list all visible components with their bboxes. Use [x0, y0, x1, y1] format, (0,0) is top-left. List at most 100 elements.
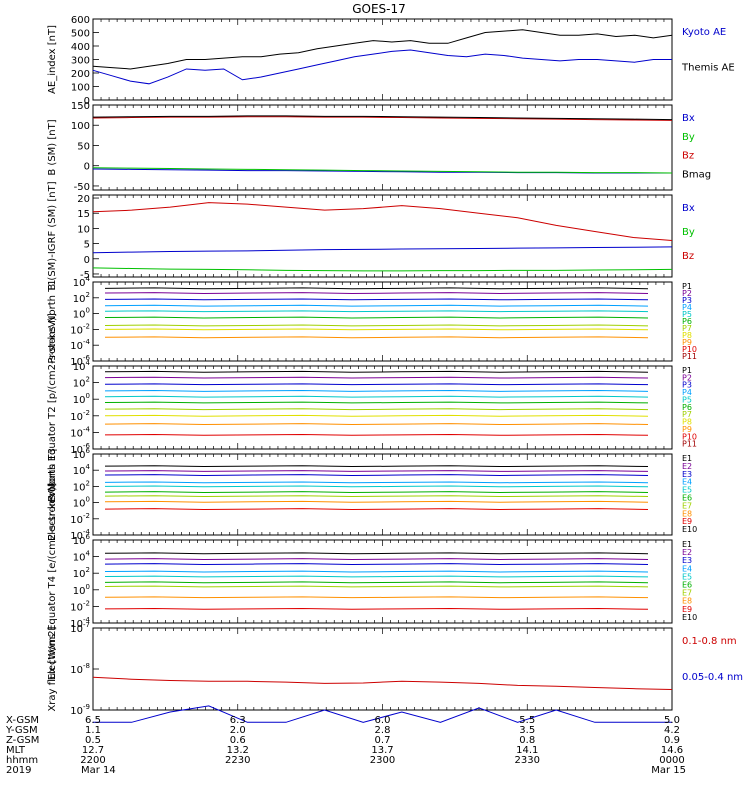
y-tick-label: 150: [71, 101, 90, 112]
y-axis-label: AE_index [nT]: [47, 25, 58, 94]
series-line-e2: [104, 558, 649, 561]
x-axis-value: 6.0: [375, 715, 391, 726]
legend-p7: P7: [682, 410, 692, 419]
y-tick-label: 400: [71, 42, 90, 53]
y-tick-label: 10-8: [70, 662, 90, 676]
y-tick-label: 500: [71, 29, 90, 40]
panel-frame: [92, 627, 673, 711]
series-line-p7: [104, 408, 649, 411]
x-axis-value: 2330: [515, 755, 540, 766]
y-tick-label: 0: [84, 96, 90, 107]
series-line-p2: [104, 292, 649, 294]
x-axis-value: 4.2: [664, 725, 680, 736]
legend-e8: E8: [682, 509, 692, 518]
legend-p4: P4: [682, 388, 692, 397]
series-line-0-1-0-8-nm: [92, 676, 673, 690]
panel-6: 10-4 10-2 100 102 104 106 Electrons North T3 E1…: [47, 447, 697, 542]
y-tick-label: 10-2: [70, 599, 90, 613]
y-tick-label: 102: [73, 376, 90, 390]
y-axis-label: Electrons Equator T4 [e/(cm2-s-sr-keV)]: [47, 483, 58, 680]
series-line-bz: [92, 116, 673, 121]
x-axis-value: 2200: [80, 755, 105, 766]
y-tick-label: 10-6: [70, 354, 90, 368]
panel-frame: [92, 365, 673, 450]
x-axis-value: 2300: [370, 755, 395, 766]
legend-p2: P2: [682, 289, 692, 298]
x-row-label: 2019: [6, 765, 31, 776]
y-tick-label: 20: [77, 194, 90, 205]
y-tick-label: 10-7: [70, 621, 90, 635]
legend-p9: P9: [682, 425, 692, 434]
legend-p10: P10: [682, 345, 697, 354]
x-axis-value: 0.8: [519, 735, 535, 746]
y-tick-label: 102: [73, 291, 90, 305]
series-line-by: [92, 267, 673, 272]
legend-e2: E2: [682, 548, 692, 557]
legend-p5: P5: [682, 395, 692, 404]
legend-p3: P3: [682, 381, 692, 390]
series-line-e7: [104, 585, 649, 588]
y-tick-label: 100: [71, 121, 90, 132]
legend-p11: P11: [682, 352, 697, 361]
y-tick-label: 0: [84, 162, 90, 173]
x-axis-value: 12.7: [82, 745, 104, 756]
y-tick-label: 106: [73, 447, 91, 461]
y-tick-label: 104: [73, 463, 91, 477]
legend-themis-ae: Themis AE: [681, 63, 735, 74]
series-line-e9: [104, 607, 649, 610]
legend-e7: E7: [682, 589, 692, 598]
legend-e4: E4: [682, 478, 692, 487]
series-line-e3: [104, 474, 649, 476]
x-axis-value: 2.0: [230, 725, 246, 736]
series-line-themis-ae: [92, 29, 673, 70]
series-line-e5: [104, 485, 649, 488]
y-tick-label: 10-6: [70, 442, 90, 456]
legend-p8: P8: [682, 331, 692, 340]
legend-p4: P4: [682, 303, 692, 312]
x-axis-value: 5.0: [664, 715, 680, 726]
series-line-p6: [104, 401, 649, 404]
series-line-e9: [104, 508, 649, 510]
legend-p7: P7: [682, 324, 692, 333]
series-line-p2: [104, 376, 649, 379]
legend-p10: P10: [682, 432, 697, 441]
y-tick-label: 50: [77, 141, 90, 152]
series-line-kyoto-ae: [92, 49, 672, 85]
legend-e4: E4: [682, 564, 692, 573]
legend-bmag: Bmag: [682, 169, 711, 180]
series-line-e6: [104, 491, 649, 493]
y-tick-label: 104: [73, 359, 91, 373]
series-line-e7: [104, 495, 649, 498]
series-line-e1: [104, 552, 649, 555]
y-tick-label: 100: [71, 83, 90, 94]
series-line-e6: [104, 581, 649, 584]
y-tick-label: 15: [77, 209, 90, 220]
legend-e10: E10: [682, 525, 697, 534]
x-axis-value: 13.7: [371, 745, 393, 756]
legend-p6: P6: [682, 403, 692, 412]
legend-e1: E1: [682, 540, 692, 549]
series-line-p4: [104, 304, 649, 307]
y-tick-label: 104: [73, 275, 91, 289]
series-line-e4: [104, 481, 649, 484]
series-line-p7: [104, 324, 649, 327]
series-line-p3: [104, 383, 649, 386]
y-tick-label: 0: [84, 255, 90, 266]
series-line-p1: [104, 287, 649, 290]
series-line-p4: [104, 389, 649, 392]
legend-p6: P6: [682, 317, 692, 326]
legend-0-1-0-8-nm: 0.1-0.8 nm: [682, 636, 737, 647]
legend-p1: P1: [682, 282, 692, 291]
series-line-by: [92, 167, 673, 174]
y-tick-label: 104: [73, 550, 91, 564]
y-tick-label: 300: [71, 56, 90, 67]
series-line-e3: [104, 563, 649, 565]
legend-bz: Bz: [682, 251, 694, 262]
legend-e10: E10: [682, 613, 697, 622]
legend-e1: E1: [682, 454, 692, 463]
series-line-e8: [104, 500, 649, 503]
series-line-bz: [92, 202, 673, 242]
